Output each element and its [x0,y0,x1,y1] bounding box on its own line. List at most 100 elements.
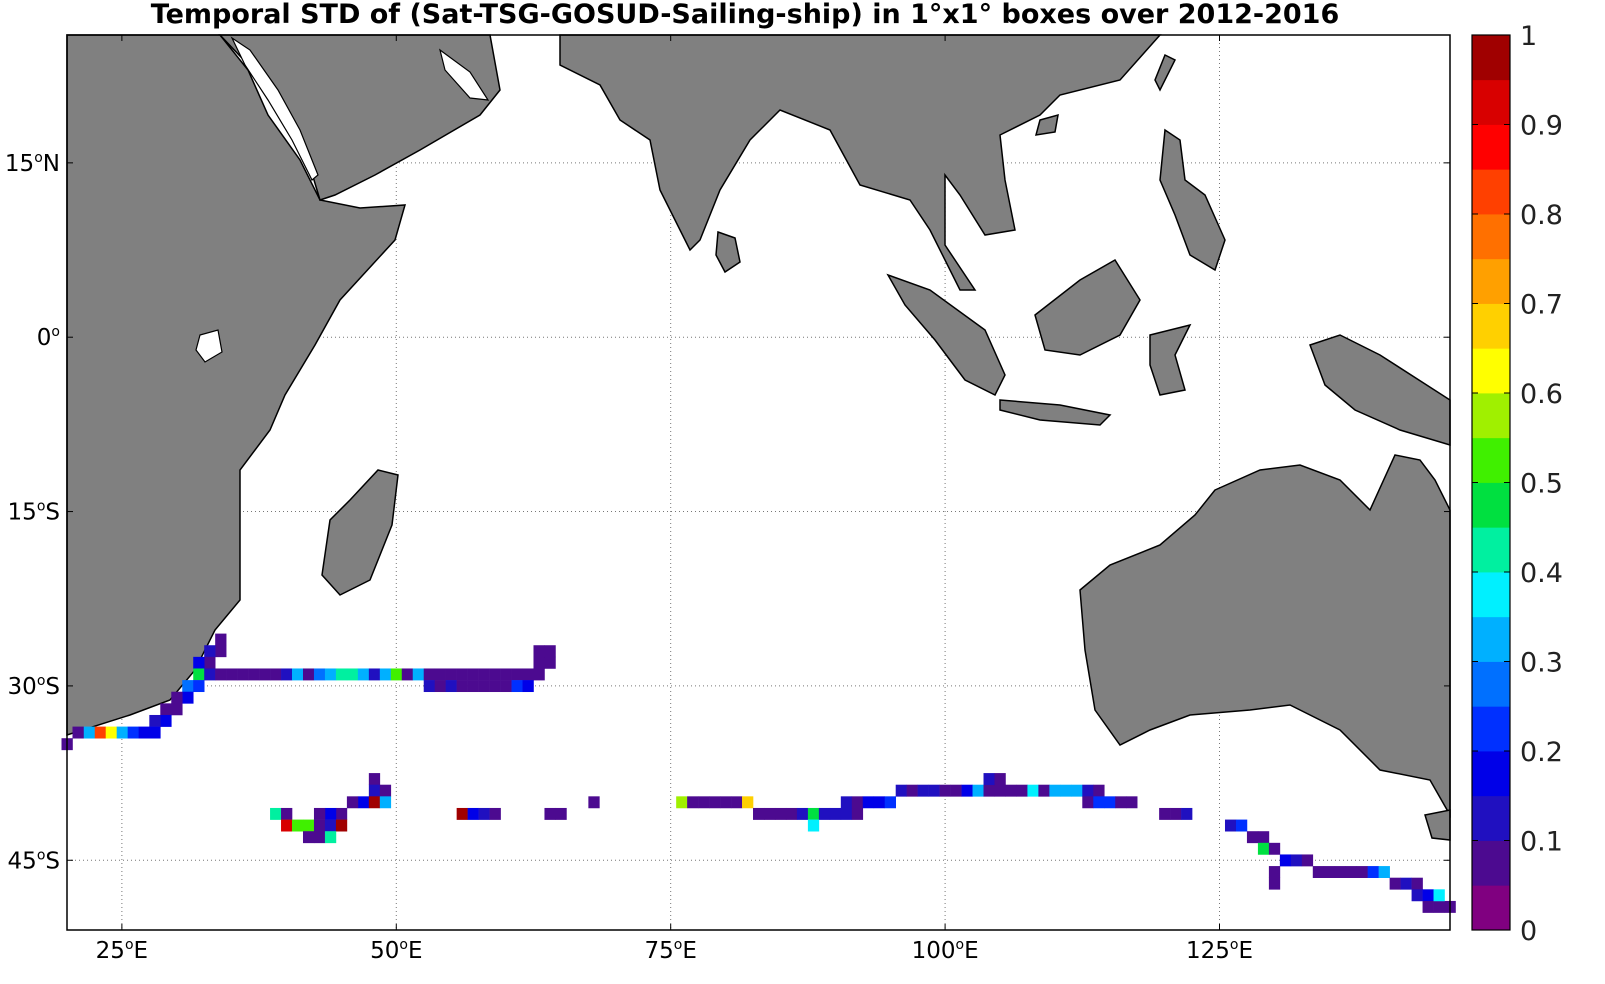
std-cell [489,680,501,693]
colorbar-segment [1472,840,1510,886]
colorbar-tick-label: 0 [1520,916,1537,947]
std-cell [379,784,392,797]
std-cell [928,784,940,797]
colorbar-labels: 1 0.9 0.8 0.7 0.6 0.5 0.4 0.3 0.2 0.1 0 [1472,21,1563,947]
std-cell [368,773,381,786]
std-cell [412,668,425,681]
std-cell [1071,784,1083,797]
std-cell [544,807,556,820]
colorbar-segment [1472,169,1510,215]
std-cell [774,807,787,820]
map-frame [66,34,1451,931]
std-cell [731,796,743,809]
std-cell [83,726,95,739]
std-cell [335,668,348,681]
std-cell [851,807,864,820]
std-cell [555,807,567,820]
std-cell [972,784,984,797]
std-cell [511,680,523,693]
colorbar-segment [1472,572,1510,618]
std-cell [1082,784,1094,797]
std-cell [324,807,337,820]
lat-tick-label: 45oS [8,847,60,874]
std-cell [1126,796,1138,809]
std-cell [1246,831,1259,844]
std-cell [950,784,962,797]
std-cell [324,819,337,832]
std-cell [489,668,501,681]
land-sulawesi [1149,323,1192,396]
std-cell [313,668,326,681]
colorbar-segment [1472,706,1510,752]
std-cell [149,714,161,727]
std-cell [818,807,831,820]
std-cell [1301,854,1314,867]
colorbar-segment [1472,348,1510,394]
colorbar-segment [1472,393,1510,439]
std-cell [522,680,534,693]
std-cell [467,807,479,820]
std-cell [478,807,490,820]
std-cell [1005,784,1017,797]
std-cell [160,714,172,727]
lat-tick-label: 15oS [8,499,60,526]
std-cell [302,819,315,832]
std-cell [478,680,490,693]
std-cell [292,819,304,832]
colorbar-segment [1472,616,1510,662]
colorbar-segment [1472,482,1510,528]
colorbar-segment [1472,35,1510,81]
colorbar [1471,34,1511,931]
land-hainan [1034,113,1059,136]
colorbar-tick-label: 1 [1520,21,1537,52]
std-cell [917,784,929,797]
std-cell [489,807,501,820]
std-cell [1367,866,1379,878]
colorbar-tick-label: 0.5 [1520,469,1563,500]
std-cell [193,680,205,693]
std-cell [807,819,820,832]
std-cell [215,633,227,646]
std-cell [281,807,293,820]
std-cell [961,784,973,797]
std-cell [215,668,227,681]
std-cell [1345,866,1358,878]
std-cell [1433,889,1445,902]
std-cell [1411,889,1423,902]
std-cell [544,656,556,669]
colorbar-tick-label: 0.3 [1520,648,1563,679]
std-cell [313,831,326,844]
std-cell [533,656,545,669]
latitude-labels: 15oN 0o 15oS 30oS 45oS [5,150,1450,874]
std-cell [500,668,512,681]
std-cell [906,784,918,797]
std-cell [313,819,326,832]
lon-tick-label: 75oE [644,937,696,964]
std-cell [753,807,765,820]
land-borneo [1034,258,1141,356]
colorbar-tick-label: 0.6 [1520,379,1563,410]
std-cell [193,668,205,681]
std-cell [895,784,907,797]
std-cell [368,668,381,681]
std-cell [709,796,721,809]
std-cell [281,668,293,681]
std-cell [215,645,227,658]
std-cell [1323,866,1336,878]
std-cell [259,668,271,681]
land-sumatra [886,273,1006,397]
std-cell [807,807,820,820]
std-cell [445,668,457,681]
std-cell [796,807,809,820]
std-cell [270,668,282,681]
std-cell [851,796,864,809]
std-cell [1224,819,1237,832]
std-cell [204,656,216,669]
std-cell [687,796,699,809]
colorbar-segment [1472,437,1510,483]
std-cell [138,726,150,739]
colorbar-segment [1472,661,1510,707]
land-asia [559,34,1162,291]
colorbar-segment [1472,258,1510,304]
